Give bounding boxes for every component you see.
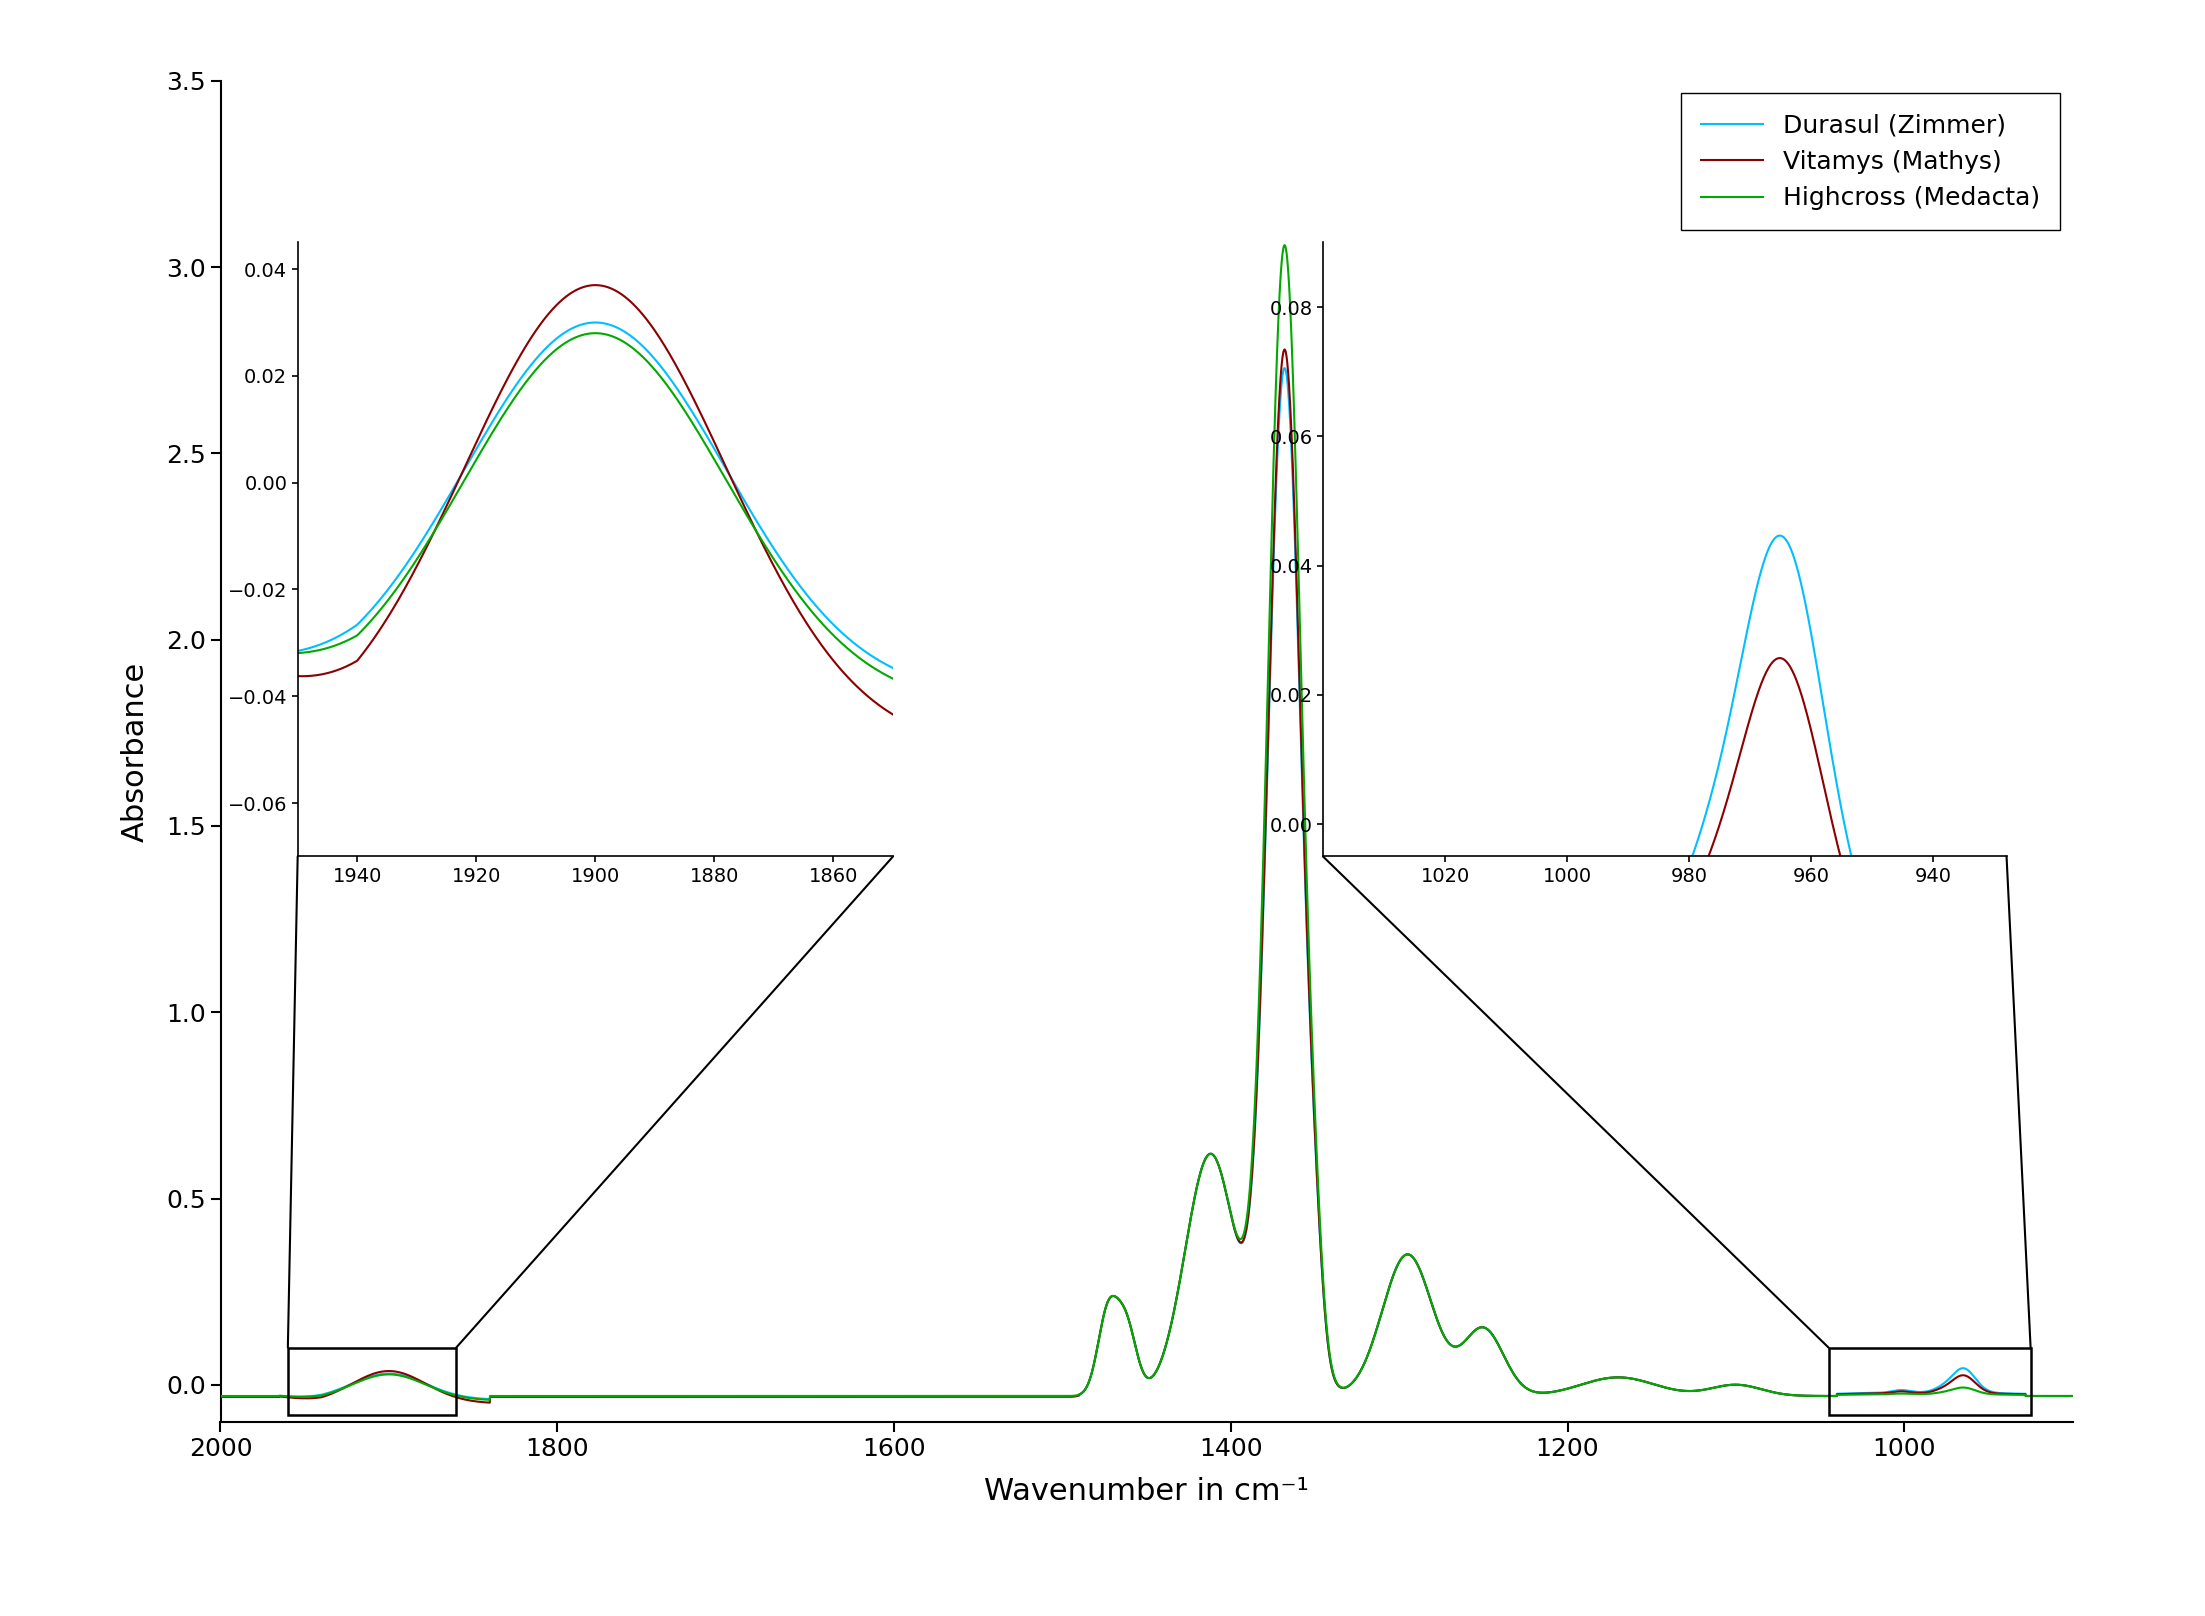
Vitamys (Mathys) — [878, 1387, 904, 1406]
Legend: Durasul (Zimmer), Vitamys (Mathys), Highcross (Medacta): Durasul (Zimmer), Vitamys (Mathys), High… — [1680, 94, 2059, 231]
Vitamys (Mathys) — [476, 1393, 503, 1412]
Vitamys (Mathys) — [1272, 339, 1299, 359]
Highcross (Medacta) — [1385, 1256, 1411, 1275]
Highcross (Medacta) — [1581, 1372, 1607, 1391]
Line: Highcross (Medacta): Highcross (Medacta) — [220, 246, 2073, 1399]
Durasul (Zimmer) — [300, 1387, 326, 1406]
Vitamys (Mathys) — [300, 1388, 326, 1408]
Vitamys (Mathys) — [1385, 1256, 1411, 1275]
Durasul (Zimmer) — [476, 1390, 503, 1409]
Highcross (Medacta) — [1680, 1382, 1707, 1401]
Durasul (Zimmer) — [1272, 359, 1299, 378]
Line: Durasul (Zimmer): Durasul (Zimmer) — [220, 368, 2073, 1399]
Durasul (Zimmer) — [207, 1387, 234, 1406]
Vitamys (Mathys) — [207, 1387, 234, 1406]
Y-axis label: Absorbance: Absorbance — [121, 661, 150, 842]
Highcross (Medacta) — [878, 1387, 904, 1406]
Durasul (Zimmer) — [1303, 1168, 1330, 1188]
Highcross (Medacta) — [300, 1387, 326, 1406]
Durasul (Zimmer) — [2059, 1387, 2086, 1406]
Highcross (Medacta) — [476, 1390, 503, 1409]
X-axis label: Wavenumber in cm⁻¹: Wavenumber in cm⁻¹ — [983, 1477, 1310, 1506]
Vitamys (Mathys) — [1581, 1372, 1607, 1391]
Bar — [289, 1348, 456, 1414]
Durasul (Zimmer) — [878, 1387, 904, 1406]
Highcross (Medacta) — [1272, 236, 1299, 255]
Highcross (Medacta) — [207, 1387, 234, 1406]
Vitamys (Mathys) — [1680, 1382, 1707, 1401]
Durasul (Zimmer) — [1385, 1256, 1411, 1275]
Highcross (Medacta) — [2059, 1387, 2086, 1406]
Line: Vitamys (Mathys): Vitamys (Mathys) — [220, 349, 2073, 1403]
Durasul (Zimmer) — [1680, 1382, 1707, 1401]
Highcross (Medacta) — [1303, 1149, 1330, 1168]
Bar — [1828, 1348, 2031, 1414]
Vitamys (Mathys) — [2059, 1387, 2086, 1406]
Vitamys (Mathys) — [1303, 1165, 1330, 1185]
Durasul (Zimmer) — [1581, 1372, 1607, 1391]
